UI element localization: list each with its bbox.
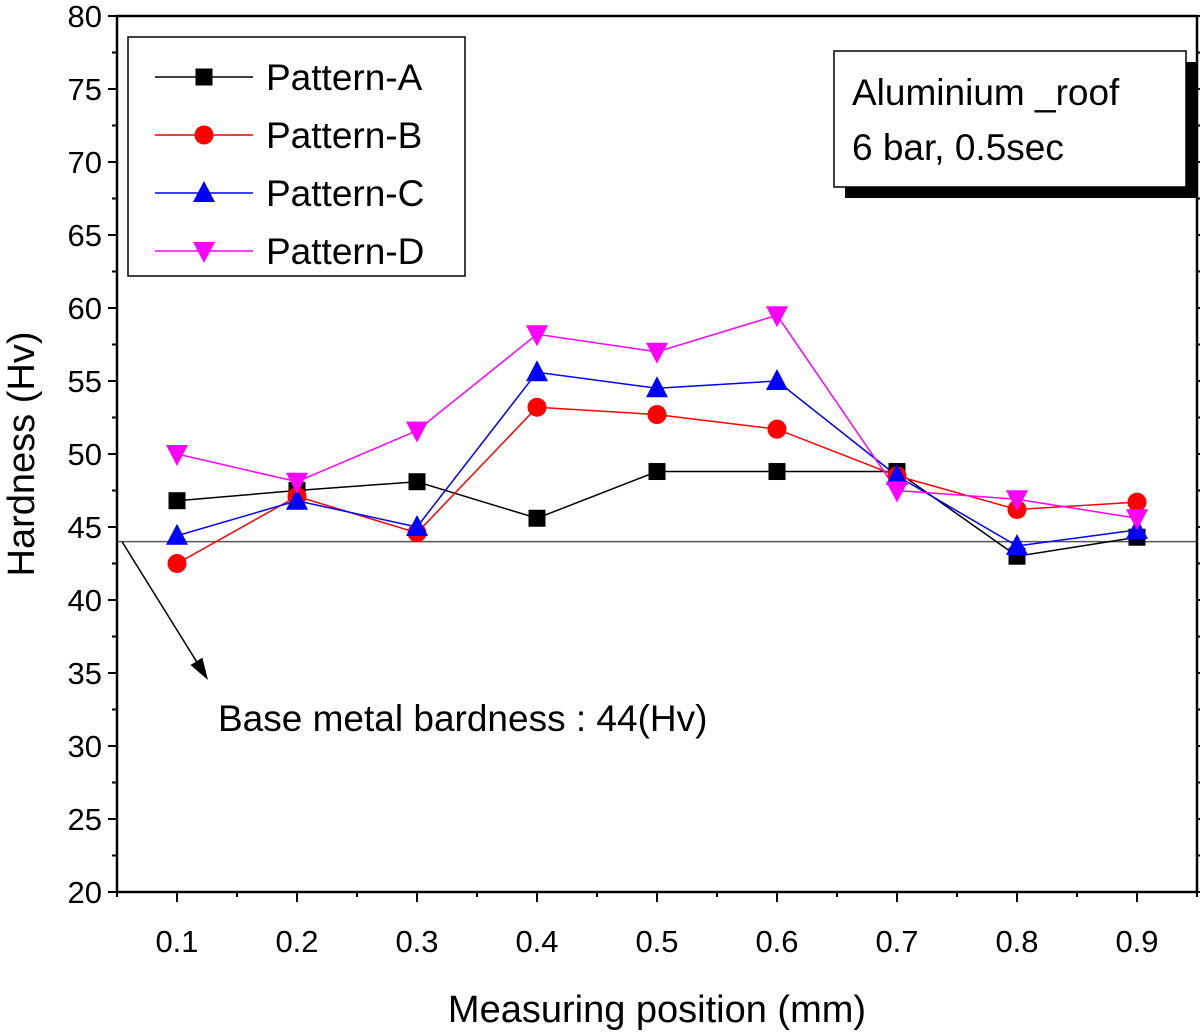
- condition-note: Aluminium _roof 6 bar, 0.5sec: [833, 50, 1197, 198]
- legend-pattern-d-marker: [193, 242, 215, 263]
- pattern-c-point: [286, 488, 308, 510]
- pattern-d-point: [286, 472, 308, 494]
- pattern-a-point: [408, 473, 426, 491]
- legend-pattern-c-marker: [193, 181, 215, 202]
- legend-pattern-c-label: Pattern-C: [266, 173, 424, 214]
- pattern-c-point: [886, 463, 908, 485]
- pattern-d-point: [166, 445, 188, 466]
- pattern-c-point: [646, 376, 668, 398]
- base-metal-label: Base metal bardness : 44(Hv): [218, 698, 707, 739]
- legend: Pattern-A Pattern-B Pattern-C Pattern-D: [127, 36, 466, 277]
- y-tick-label: 80: [68, 0, 102, 34]
- y-tick-label: 20: [68, 875, 102, 910]
- condition-note-line1: Aluminium _roof: [852, 72, 1120, 113]
- pattern-a-line: [176, 470, 1138, 557]
- pattern-b-point: [167, 554, 187, 573]
- y-tick-label: 75: [68, 72, 102, 107]
- legend-pattern-b-label: Pattern-B: [266, 115, 422, 156]
- pattern-a-point: [168, 492, 186, 510]
- base-metal-annotation: Base metal bardness : 44(Hv): [121, 541, 707, 739]
- pattern-c-line: [176, 371, 1138, 547]
- y-tick-label: 50: [68, 437, 102, 472]
- pattern-d-point: [886, 481, 908, 503]
- pattern-c-point: [166, 523, 188, 545]
- pattern-c-point: [406, 515, 428, 536]
- pattern-b-point: [527, 397, 547, 417]
- pattern-a-point: [768, 463, 786, 481]
- y-tick-label: 70: [68, 145, 102, 180]
- pattern-c-point: [526, 360, 548, 382]
- condition-note-box: [833, 50, 1187, 188]
- pattern-d-point: [406, 421, 428, 443]
- pattern-d-point: [766, 306, 788, 328]
- pattern-b-point: [767, 419, 787, 439]
- legend-pattern-b-marker: [194, 125, 214, 145]
- y-tick-label: 30: [68, 729, 102, 764]
- x-tick-label: 0.5: [635, 924, 678, 959]
- pattern-a-point: [648, 463, 666, 481]
- condition-note-line2: 6 bar, 0.5sec: [852, 127, 1064, 168]
- x-tick-label: 0.3: [395, 924, 438, 959]
- y-tick-label: 60: [68, 291, 102, 326]
- pattern-d-point: [1126, 509, 1148, 531]
- legend-pattern-a-marker: [195, 68, 213, 86]
- pattern-a-point: [528, 509, 546, 527]
- y-tick-label: 45: [68, 510, 102, 545]
- annotation-arrow-line: [121, 541, 198, 662]
- y-tick-label: 40: [68, 583, 102, 618]
- pattern-d-point: [1006, 490, 1028, 512]
- x-tick-label: 0.8: [995, 924, 1038, 959]
- x-tick-label: 0.7: [875, 924, 918, 959]
- x-tick-label: 0.1: [155, 924, 198, 959]
- x-tick-label: 0.2: [275, 924, 318, 959]
- y-tick-label: 55: [68, 364, 102, 399]
- annotation-arrow-head: [190, 657, 208, 680]
- pattern-b-point: [1127, 492, 1147, 512]
- legend-pattern-d-label: Pattern-D: [266, 231, 424, 272]
- pattern-d-point: [526, 325, 548, 347]
- x-tick-label: 0.9: [1115, 924, 1158, 959]
- pattern-c-point: [766, 369, 788, 390]
- pattern-c-point: [1006, 533, 1028, 555]
- y-axis-title: Hardness (Hv): [1, 332, 43, 577]
- x-axis-title: Measuring position (mm): [448, 989, 866, 1031]
- pattern-b-point: [647, 405, 667, 425]
- x-tick-label: 0.6: [755, 924, 798, 959]
- x-tick-label: 0.4: [515, 924, 558, 959]
- pattern-d-point: [646, 342, 668, 364]
- legend-pattern-a-label: Pattern-A: [266, 57, 423, 98]
- y-tick-label: 65: [68, 218, 102, 253]
- y-tick-label: 35: [68, 656, 102, 691]
- y-tick-label: 25: [68, 802, 102, 837]
